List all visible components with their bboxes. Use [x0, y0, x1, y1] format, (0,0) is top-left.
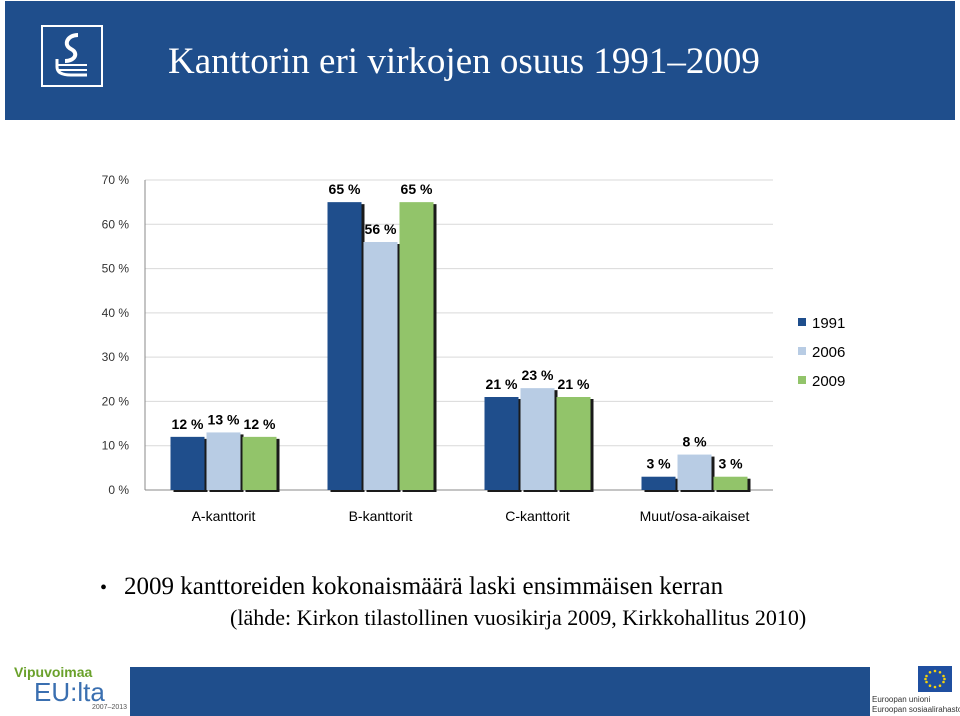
eu-logo-line1: Euroopan unioni — [872, 695, 931, 704]
data-label: 12 % — [172, 416, 204, 432]
vipuvoimaa-logo-years: 2007–2013 — [92, 704, 128, 711]
bar-2006 — [520, 388, 555, 490]
legend-swatch-2009 — [798, 376, 806, 384]
data-label: 3 % — [718, 456, 743, 472]
bar-2006 — [206, 432, 241, 490]
y-tick-label: 10 % — [102, 439, 130, 453]
legend-label: 2006 — [812, 344, 845, 361]
y-tick-label: 70 % — [102, 173, 130, 187]
eu-logo: Euroopan unioni Euroopan sosiaalirahasto — [872, 666, 960, 716]
bar-2006 — [677, 454, 712, 490]
category-label: B-kanttorit — [349, 508, 413, 524]
bar-2009 — [713, 476, 748, 490]
legend-label: 1991 — [812, 315, 845, 332]
y-tick-label: 40 % — [102, 306, 130, 320]
bullet-block: • 2009 kanttoreiden kokonaismäärä laski e… — [100, 571, 950, 632]
bar-1991 — [484, 397, 519, 490]
y-tick-label: 30 % — [102, 350, 130, 364]
legend-swatch-1991 — [798, 318, 806, 326]
data-label: 23 % — [522, 367, 554, 383]
data-label: 8 % — [682, 434, 707, 450]
bar-chart: 0 %10 %20 %30 %40 %50 %60 %70 %12 % 13 % 1… — [102, 173, 846, 524]
y-tick-label: 0 % — [108, 483, 129, 497]
data-label: 65 % — [401, 181, 433, 197]
eu-flag-icon — [918, 666, 952, 692]
slide-header: Kanttorin eri virkojen osuus 1991–2009 — [5, 1, 955, 120]
eu-logo-line2: Euroopan sosiaalirahasto — [872, 705, 960, 714]
vipuvoimaa-logo-title: Vipuvoimaa — [14, 664, 93, 680]
vipuvoimaa-logo-main: EU:lta — [34, 677, 105, 707]
data-label: 21 % — [558, 376, 590, 392]
church-logo-icon — [41, 25, 103, 87]
bar-2009 — [556, 397, 591, 490]
footer-bar — [130, 667, 870, 716]
category-label: A-kanttorit — [192, 508, 256, 524]
category-label: C-kanttorit — [505, 508, 570, 524]
bar-1991 — [641, 476, 676, 490]
bar-2006 — [363, 242, 398, 490]
data-label: 3 % — [646, 456, 671, 472]
y-tick-label: 50 % — [102, 262, 130, 276]
data-label: 13 % — [208, 411, 240, 427]
bar-1991 — [170, 436, 205, 490]
legend-swatch-2006 — [798, 347, 806, 355]
slide-title: Kanttorin eri virkojen osuus 1991–2009 — [168, 41, 760, 82]
category-label: Muut/osa-aikaiset — [640, 508, 750, 524]
bar-2009 — [399, 202, 434, 490]
bullet-item: • 2009 kanttoreiden kokonaismäärä laski e… — [100, 571, 950, 604]
data-label: 21 % — [486, 376, 518, 392]
legend-label: 2009 — [812, 373, 845, 390]
data-label: 65 % — [329, 181, 361, 197]
bar-2009 — [242, 436, 277, 490]
data-label: 56 % — [365, 221, 397, 237]
y-tick-label: 20 % — [102, 394, 130, 408]
vipuvoimaa-logo: Vipuvoimaa EU:lta 2007–2013 — [14, 664, 128, 714]
y-tick-label: 60 % — [102, 217, 130, 231]
source-text: (lähde: Kirkon tilastollinen vuosikirja … — [230, 605, 807, 630]
bullet-icon: • — [100, 577, 108, 599]
bar-1991 — [327, 202, 362, 490]
bullet-text: 2009 kanttoreiden kokonaismäärä laski en… — [124, 573, 724, 600]
data-label: 12 % — [244, 416, 276, 432]
